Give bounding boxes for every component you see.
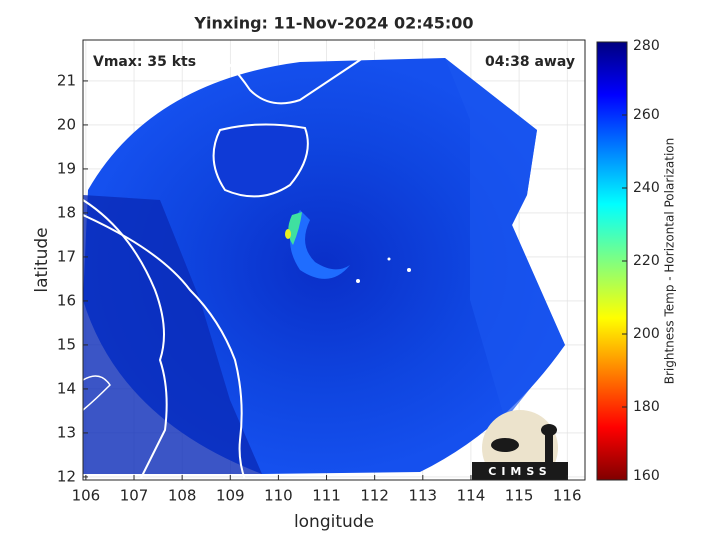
islet	[356, 279, 360, 283]
colorbar-tick-label: 240	[633, 180, 660, 196]
x-axis-label: longitude	[294, 512, 374, 532]
land-cold	[83, 195, 262, 474]
x-tick-label: 111	[312, 487, 341, 505]
colorbar-tick-label: 160	[633, 468, 660, 484]
colorbar-tick-label: 200	[633, 326, 660, 342]
y-tick-label: 19	[57, 159, 76, 177]
y-tick-label: 13	[57, 423, 76, 441]
islet	[407, 268, 411, 272]
swath-edge	[445, 58, 565, 420]
logo: CIMSS	[472, 410, 568, 480]
x-tick-label: 115	[505, 487, 534, 505]
logo-text: CIMSS	[488, 465, 551, 478]
plot-frame	[82, 39, 586, 481]
x-tick-label: 113	[408, 487, 437, 505]
x-tick-label: 109	[216, 487, 245, 505]
y-tick-label: 18	[57, 203, 76, 221]
annotation-right: 04:38 away	[485, 54, 575, 70]
y-tick-label: 21	[57, 71, 76, 89]
x-tick-label: 116	[553, 487, 582, 505]
x-tick-label: 112	[360, 487, 389, 505]
chart-title: Yinxing: 11-Nov-2024 02:45:00	[193, 14, 473, 33]
rainband	[290, 210, 350, 279]
imagery: CIMSS	[83, 40, 568, 480]
x-tick-label: 108	[168, 487, 197, 505]
y-axis-label: latitude	[32, 227, 52, 292]
y-tick-label: 14	[57, 379, 76, 397]
colorbar-tick-label: 180	[633, 399, 660, 415]
colorbar-tick-label: 260	[633, 107, 660, 123]
border	[83, 375, 111, 411]
vietnam-coast	[83, 214, 246, 480]
y-tick-label: 16	[57, 291, 76, 309]
y-tick-label: 17	[57, 247, 76, 265]
vietnam-border	[83, 199, 168, 480]
rainband-peak	[285, 229, 291, 239]
colorbar-tick-label: 220	[633, 253, 660, 269]
hainan-coast	[212, 123, 309, 198]
colorbar-label: Brightness Temp - Horizontal Polarizatio…	[663, 138, 677, 385]
y-tick-label: 12	[57, 467, 76, 485]
x-tick-label: 106	[72, 487, 101, 505]
islet	[387, 257, 391, 261]
china-coast	[199, 40, 401, 105]
x-tick-label: 114	[457, 487, 486, 505]
y-tick-label: 15	[57, 335, 76, 353]
x-tick-label: 110	[264, 487, 293, 505]
y-tick-label: 20	[57, 115, 76, 133]
annotation-left: Vmax: 35 kts	[93, 54, 196, 70]
x-tick-label: 107	[120, 487, 149, 505]
rainband-core	[288, 212, 302, 245]
colorbar-tick-label: 280	[633, 38, 660, 54]
